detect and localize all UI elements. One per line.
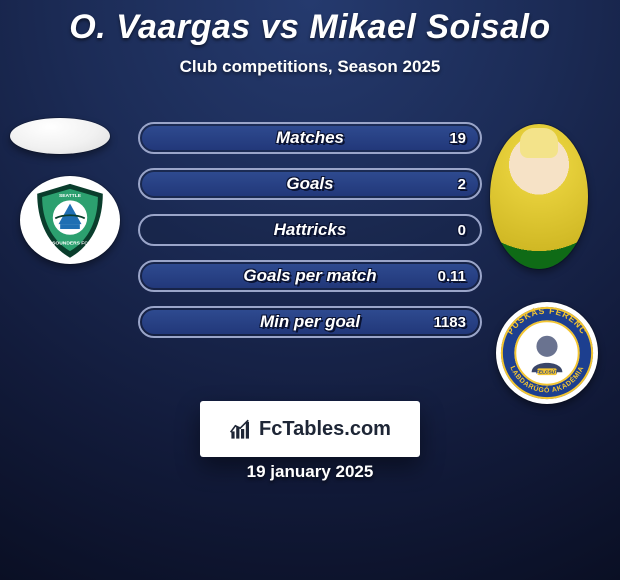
stat-value-right: 0: [458, 216, 466, 244]
puskas-icon: PUSKÁS FERENC LABDARÚGÓ AKADÉMIA FELCSÚT: [499, 305, 595, 401]
stat-label: Goals: [140, 170, 480, 198]
stat-label: Hattricks: [140, 216, 480, 244]
page-title: O. Vaargas vs Mikael Soisalo: [0, 0, 620, 47]
stat-value-right: 19: [449, 124, 466, 152]
stat-label: Min per goal: [140, 308, 480, 336]
stats-list: Matches19 Goals2 Hattricks0 Goals per match…: [138, 122, 482, 352]
stat-value-right: 1183: [433, 308, 466, 336]
stat-row: Goals2: [138, 168, 482, 200]
player-right-club-badge: PUSKÁS FERENC LABDARÚGÓ AKADÉMIA FELCSÚT: [496, 302, 598, 404]
brand-text: FcTables.com: [259, 418, 391, 441]
player-right-photo: [490, 124, 588, 269]
svg-text:SEATTLE: SEATTLE: [59, 193, 82, 199]
brand-box[interactable]: FcTables.com: [200, 401, 420, 457]
stat-label: Matches: [140, 124, 480, 152]
svg-text:SOUNDERS FC: SOUNDERS FC: [52, 241, 88, 247]
player-left-photo: [10, 118, 110, 154]
page-subtitle: Club competitions, Season 2025: [0, 57, 620, 77]
stat-value-right: 2: [458, 170, 466, 198]
stat-row: Hattricks0: [138, 214, 482, 246]
comparison-card: O. Vaargas vs Mikael Soisalo Club compet…: [0, 0, 620, 580]
stat-row: Min per goal1183: [138, 306, 482, 338]
player-left-club-badge: SEATTLE SOUNDERS FC: [20, 176, 120, 264]
stat-label: Goals per match: [140, 262, 480, 290]
bar-chart-icon: [229, 417, 253, 441]
stat-value-right: 0.11: [438, 262, 466, 290]
stat-row: Matches19: [138, 122, 482, 154]
stat-row: Goals per match0.11: [138, 260, 482, 292]
brand-label: FcTables.com: [229, 417, 391, 441]
sounders-icon: SEATTLE SOUNDERS FC: [29, 179, 111, 261]
date-text: 19 january 2025: [0, 462, 620, 482]
